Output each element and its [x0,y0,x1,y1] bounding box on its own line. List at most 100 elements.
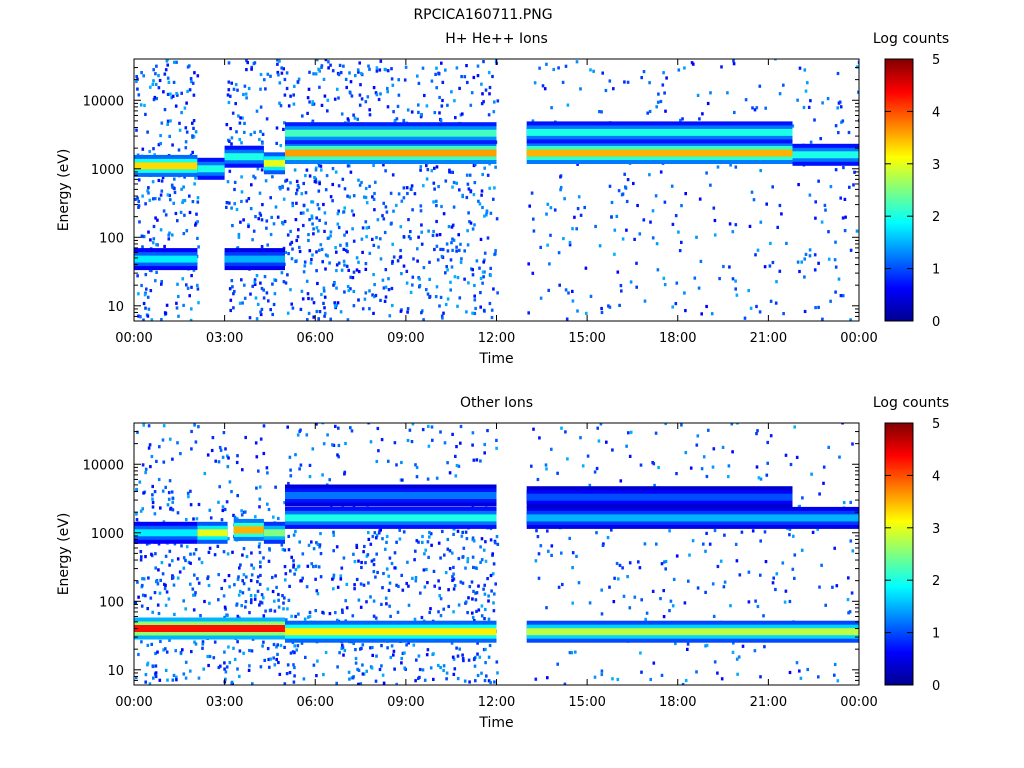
noise-cell [400,661,403,665]
noise-cell [678,249,682,253]
noise-cell [269,308,272,312]
noise-cell [454,474,458,478]
noise-cell [368,108,371,112]
noise-cell [155,270,158,274]
noise-cell [410,184,414,188]
noise-cell [628,561,632,565]
noise-cell [243,130,246,134]
noise-cell [185,283,188,287]
noise-cell [154,197,157,201]
noise-cell [141,245,144,249]
noise-cell [489,573,493,578]
noise-cell [259,560,262,564]
noise-cell [314,564,318,568]
noise-cell [230,490,233,494]
noise-cell [803,257,806,261]
noise-cell [193,71,196,75]
noise-cell [135,79,138,84]
noise-cell [598,110,601,114]
noise-cell [346,284,350,289]
noise-cell [235,603,238,607]
noise-cell [136,580,139,584]
noise-cell [342,247,346,251]
noise-cell [296,183,300,188]
noise-cell [788,670,792,675]
noise-cell [423,678,427,682]
noise-cell [375,93,379,97]
noise-cell [371,645,374,650]
noise-cell [418,277,421,281]
noise-cell [818,585,821,589]
noise-cell [230,206,233,210]
noise-cell [483,166,486,170]
noise-cell [419,165,423,169]
noise-cell [142,301,146,306]
noise-cell [747,570,751,574]
noise-cell [239,563,242,567]
noise-cell [256,580,259,584]
noise-cell [473,657,476,661]
noise-cell [759,477,763,481]
noise-cell [208,508,212,512]
noise-cell [738,573,742,577]
noise-cell [617,577,620,581]
noise-cell [398,537,402,541]
noise-cell [489,266,492,270]
noise-cell [482,548,486,552]
noise-cell [545,212,548,216]
noise-cell [552,67,555,72]
noise-cell [241,591,245,595]
noise-cell [559,185,563,190]
y-axis-label: Energy (eV) [56,149,72,232]
noise-cell [157,542,161,546]
noise-cell [377,245,380,249]
noise-cell [447,588,450,592]
noise-cell [185,518,188,522]
noise-cell [481,172,484,177]
noise-cell [395,540,398,544]
noise-cell [461,112,464,116]
noise-cell [796,98,799,102]
noise-cell [467,281,470,285]
noise-cell [279,144,283,148]
noise-cell [401,588,405,592]
noise-cell [469,221,473,225]
noise-cell [651,589,655,593]
noise-cell [248,611,251,615]
noise-cell [274,485,277,489]
noise-cell [166,193,170,197]
noise-cell [276,70,280,75]
noise-cell [597,439,601,443]
noise-cell [173,60,176,64]
noise-cell [495,438,498,442]
noise-cell [153,512,157,516]
noise-cell [376,570,379,575]
noise-cell [233,657,237,661]
noise-cell [302,181,305,186]
noise-cell [277,660,280,665]
noise-cell [414,679,417,683]
noise-cell [586,454,590,458]
noise-cell [372,197,376,201]
noise-cell [361,307,365,311]
noise-cell [421,428,425,432]
noise-cell [753,108,757,112]
noise-cell [834,124,838,128]
noise-cell [759,169,762,173]
noise-cell [246,61,249,65]
noise-cell [167,491,171,495]
noise-cell [417,540,420,544]
noise-cell [420,113,423,117]
noise-cell [331,182,334,187]
noise-cell [237,235,241,239]
noise-cell [705,304,708,309]
noise-cell [337,455,340,459]
noise-cell [307,543,311,547]
noise-cell [196,220,199,224]
noise-cell [595,531,598,535]
noise-cell [539,296,543,300]
noise-cell [686,647,689,651]
noise-cell [695,443,699,447]
noise-cell [171,508,175,512]
noise-cell [360,565,363,570]
